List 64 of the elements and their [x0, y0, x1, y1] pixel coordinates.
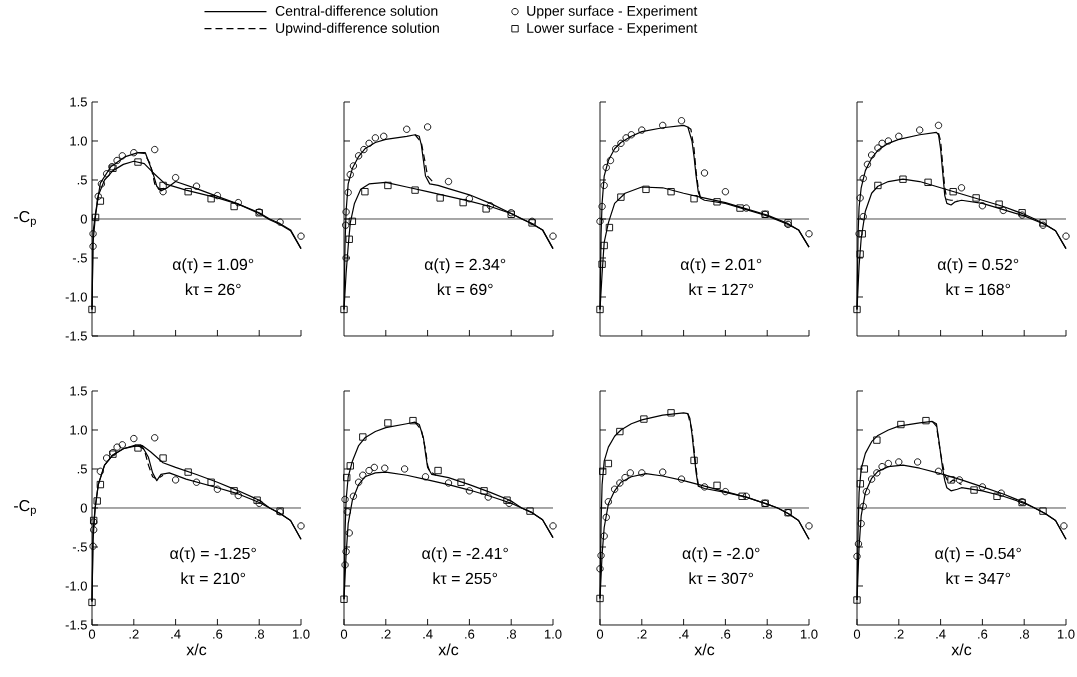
- x-tick-label: .8: [762, 629, 773, 639]
- annotation: α(τ) = 0.52°: [937, 258, 1019, 274]
- annotation: kτ = 347°: [946, 572, 1011, 585]
- annotation: kτ = 168°: [946, 283, 1011, 296]
- x-tick-label: 1.0: [1057, 629, 1075, 639]
- x-tick-label: .2: [129, 629, 139, 639]
- x-tick-label: .6: [721, 629, 731, 639]
- x-axis-title: x/c: [438, 643, 459, 656]
- x-tick-label: 0: [340, 629, 348, 639]
- legend-label: Upper surface - Experiment: [527, 5, 698, 19]
- y-tick-label: 1.5: [70, 386, 87, 396]
- y-axis-title: -C$_{p}$: [14, 210, 36, 228]
- annotation: kτ = 127°: [689, 283, 754, 296]
- y-tick-label: 0: [80, 214, 87, 224]
- annotation: α(τ) = 1.09°: [172, 258, 254, 274]
- annotation: α(τ) = -1.25°: [170, 547, 256, 563]
- x-axis-title: x/c: [951, 643, 972, 656]
- y-tick-label: 1.0: [70, 136, 87, 146]
- x-tick-label: .8: [254, 629, 265, 639]
- x-tick-label: 1.0: [292, 629, 310, 639]
- x-tick-label: .6: [978, 629, 988, 639]
- legend-label: Lower surface - Experiment: [527, 22, 698, 36]
- annotation: α(τ) = -0.54°: [935, 547, 1021, 563]
- annotation: kτ = 255°: [433, 572, 498, 585]
- y-tick-label: -1.5: [65, 620, 87, 630]
- y-tick-label: .5: [77, 464, 87, 474]
- x-axis-title: x/c: [186, 643, 207, 656]
- x-tick-label: .6: [213, 629, 223, 639]
- x-tick-label: .2: [381, 629, 391, 639]
- y-axis-title: -C$_{p}$: [14, 499, 36, 517]
- y-tick-label: -.5: [72, 542, 87, 552]
- x-axis-title: x/c: [694, 643, 715, 656]
- annotation: α(τ) = 2.34°: [424, 258, 506, 274]
- y-tick-label: -1.0: [65, 292, 87, 302]
- y-tick-label: -.5: [72, 253, 87, 263]
- legend-label: Upwind-difference solution: [276, 22, 439, 36]
- x-tick-label: .6: [465, 629, 475, 639]
- y-tick-label: -1.0: [65, 581, 87, 591]
- x-tick-label: .8: [1019, 629, 1030, 639]
- y-tick-label: 0: [80, 503, 87, 513]
- x-tick-label: 0: [596, 629, 604, 639]
- x-tick-label: .4: [679, 629, 689, 639]
- x-tick-label: .2: [894, 629, 904, 639]
- y-tick-label: 1.5: [70, 97, 87, 107]
- x-tick-label: .4: [936, 629, 946, 639]
- x-tick-label: .4: [423, 629, 433, 639]
- x-tick-label: .4: [171, 629, 181, 639]
- y-tick-label: .5: [77, 175, 87, 185]
- x-tick-label: 1.0: [800, 629, 818, 639]
- x-tick-label: .8: [506, 629, 517, 639]
- annotation: α(τ) = -2.41°: [422, 547, 508, 563]
- annotation: α(τ) = 2.01°: [680, 258, 762, 274]
- annotation: kτ = 26°: [185, 283, 241, 296]
- annotation: kτ = 69°: [437, 283, 493, 296]
- x-tick-label: 0: [88, 629, 96, 639]
- y-tick-label: -1.5: [65, 331, 87, 341]
- x-tick-label: 1.0: [544, 629, 562, 639]
- y-tick-label: 1.0: [70, 425, 87, 435]
- annotation: α(τ) = -2.0°: [682, 547, 760, 563]
- legend-label: Central-difference solution: [275, 5, 438, 16]
- x-tick-label: .2: [637, 629, 647, 639]
- x-tick-label: 0: [853, 629, 861, 639]
- annotation: kτ = 307°: [689, 572, 754, 585]
- annotation: kτ = 210°: [181, 572, 246, 585]
